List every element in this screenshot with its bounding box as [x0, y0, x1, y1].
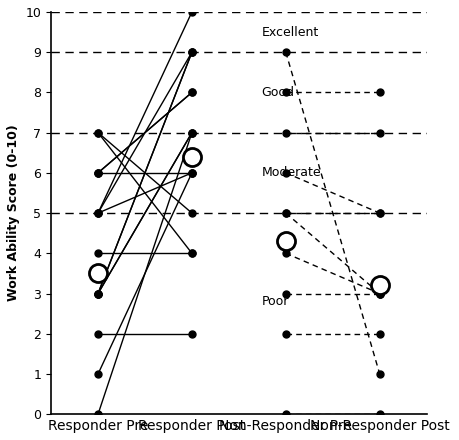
Text: Moderate: Moderate: [262, 166, 321, 180]
Text: Good: Good: [262, 86, 294, 99]
Text: Excellent: Excellent: [262, 26, 319, 39]
Y-axis label: Work Ability Score (0-10): Work Ability Score (0-10): [7, 125, 20, 301]
Text: Poor: Poor: [262, 295, 289, 308]
